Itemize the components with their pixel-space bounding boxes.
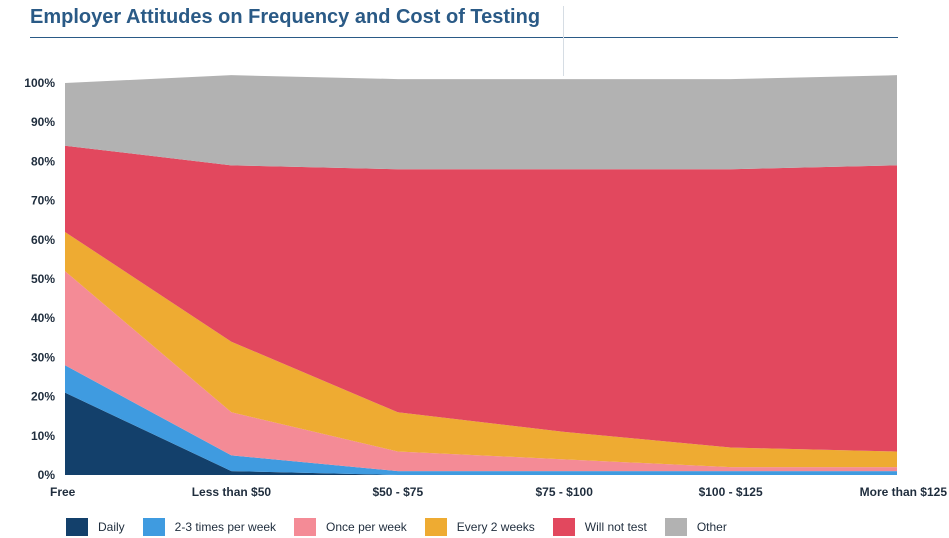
- legend-item: Daily: [66, 518, 125, 536]
- y-tick-label: 100%: [24, 76, 55, 90]
- x-tick-label: More than $125: [860, 485, 948, 499]
- x-tick-label: $75 - $100: [536, 485, 594, 499]
- legend-label: Once per week: [326, 520, 407, 534]
- legend-swatch: [664, 518, 687, 536]
- y-tick-label: 10%: [31, 429, 55, 443]
- legend-item: Every 2 weeks: [424, 518, 535, 536]
- x-tick-label: Free: [50, 485, 76, 499]
- y-tick-label: 70%: [31, 194, 55, 208]
- legend-label: Daily: [98, 520, 125, 534]
- y-tick-label: 60%: [31, 233, 55, 247]
- area-every-2-weeks: [65, 231, 897, 468]
- legend-swatch: [294, 518, 317, 536]
- y-tick-label: 40%: [31, 311, 55, 325]
- legend-swatch: [424, 518, 447, 536]
- x-tick-label: $100 - $125: [699, 485, 763, 499]
- y-tick-label: 0%: [38, 468, 56, 482]
- y-tick-label: 20%: [31, 390, 55, 404]
- legend-label: Will not test: [584, 520, 647, 534]
- x-axis: Free Less than $50 $50 - $75 $75 - $100 $100…: [50, 485, 947, 499]
- area-will-not-test: [65, 145, 897, 452]
- legend-item: Other: [664, 518, 727, 536]
- legend-label: Other: [696, 520, 727, 534]
- x-tick-label: Less than $50: [192, 485, 272, 499]
- y-tick-label: 50%: [31, 272, 55, 286]
- area-other: [65, 75, 897, 170]
- chart-title: Employer Attitudes on Frequency and Cost…: [30, 6, 541, 28]
- legend-label: 2-3 times per week: [174, 520, 277, 534]
- legend-swatch: [552, 518, 575, 536]
- x-tick-label: $50 - $75: [372, 485, 423, 499]
- legend-item: Once per week: [294, 518, 407, 536]
- y-tick-label: 80%: [31, 154, 55, 168]
- title-divider-tick: [563, 6, 564, 76]
- area-series-group: [65, 75, 897, 475]
- title-divider: [30, 37, 898, 38]
- legend-swatch: [142, 518, 165, 536]
- y-tick-label: 90%: [31, 115, 55, 129]
- area-daily: [65, 392, 897, 475]
- legend-item: 2-3 times per week: [142, 518, 277, 536]
- legend-label: Every 2 weeks: [456, 520, 535, 534]
- legend-item: Will not test: [552, 518, 647, 536]
- chart-legend: Daily 2-3 times per week Once per week Ever…: [66, 516, 745, 538]
- y-axis: 0% 10% 20% 30% 40% 50% 60% 70% 80% 90% 100%: [24, 76, 55, 482]
- y-tick-label: 30%: [31, 350, 55, 364]
- legend-swatch: [66, 518, 88, 536]
